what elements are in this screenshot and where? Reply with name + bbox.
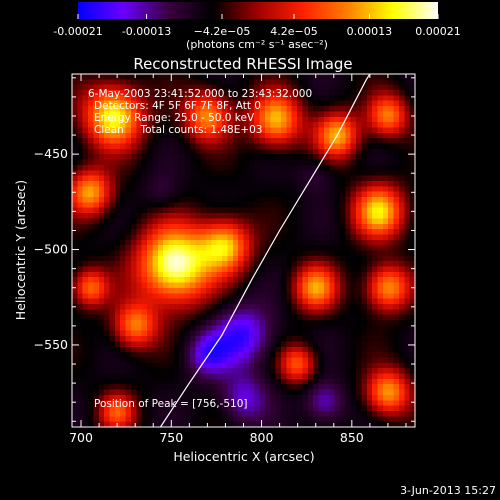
- annotation-time: 6-May-2003 23:41:52.000 to 23:43:32.000: [88, 88, 312, 100]
- x-axis-label: Heliocentric X (arcsec): [173, 449, 314, 464]
- colorbar-unit-label: (photons cm⁻² s⁻¹ asec⁻²): [186, 38, 328, 51]
- chart-title: Reconstructed RHESSI Image: [133, 55, 352, 73]
- annotation-counts: Clean Total counts: 1.48E+03: [94, 124, 263, 136]
- solar-limb-line: [159, 74, 371, 427]
- heatmap-image: [72, 74, 415, 427]
- colorbar-tick-label: 0.00013: [347, 25, 393, 38]
- x-tick-label: 750: [159, 430, 183, 445]
- y-tick-label: −450: [34, 146, 68, 161]
- colorbar-tick-label: -0.00013: [122, 25, 171, 38]
- annotation-energy: Energy Range: 25.0 - 50.0 keV: [94, 112, 255, 124]
- colorbar-ticks: -0.00021 -0.00013 −4.2e−05 4.2e−05 0.00013 0.…: [53, 14, 461, 38]
- axis-ticks: 700 750 800 850 −450 −500 −550: [34, 74, 415, 445]
- y-tick-label: −500: [34, 242, 68, 257]
- y-axis-label: Heliocentric Y (arcsec): [13, 180, 28, 320]
- annotation-peak: Position of Peak = [756,-510]: [94, 398, 248, 410]
- footer-timestamp: 3-Jun-2013 15:27: [400, 484, 496, 497]
- y-tick-label: −550: [34, 337, 68, 352]
- colorbar-tick-label: -0.00021: [53, 25, 102, 38]
- colorbar-tick-label: 4.2e−05: [270, 25, 317, 38]
- x-tick-label: 800: [250, 430, 274, 445]
- x-tick-label: 850: [340, 430, 364, 445]
- colorbar-tick-label: 0.00021: [415, 25, 461, 38]
- annotation-detectors: Detectors: 4F 5F 6F 7F 8F, Att 0: [94, 100, 261, 112]
- colorbar: [78, 2, 438, 19]
- x-tick-label: 700: [69, 430, 93, 445]
- colorbar-tick-label: −4.2e−05: [194, 25, 251, 38]
